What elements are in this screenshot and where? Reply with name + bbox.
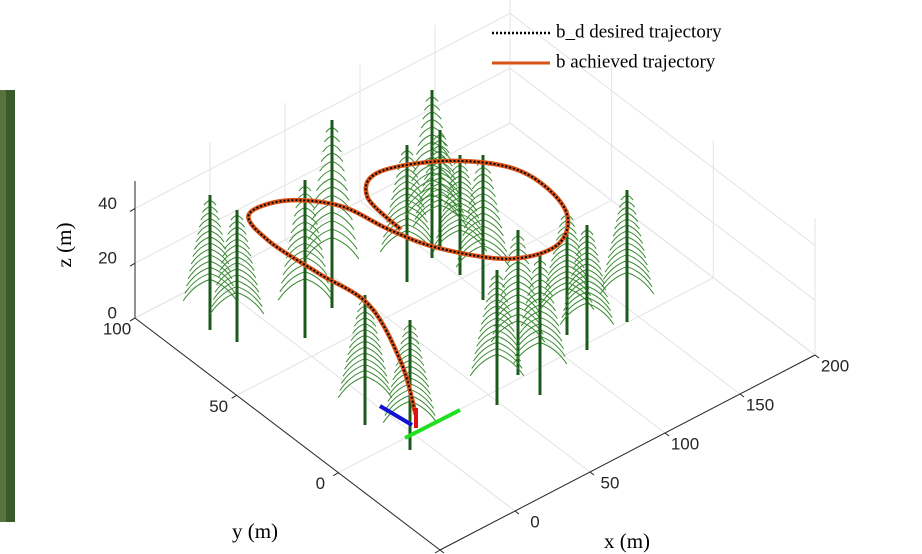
grid-line	[510, 123, 815, 355]
x-tick	[740, 394, 744, 397]
frame-axis	[405, 410, 460, 438]
y-axis-label: y (m)	[232, 519, 278, 543]
chart: x (m) y (m) z (m) b_d desired trajectory…	[0, 0, 922, 554]
legend-label: b achieved trajectory	[556, 51, 716, 72]
z-tick	[130, 263, 135, 266]
y-tick	[333, 473, 338, 476]
legend: b_d desired trajectory b achieved traject…	[492, 21, 722, 72]
x-tick	[665, 433, 669, 436]
x-axis-label: x (m)	[604, 529, 650, 553]
grid-line	[510, 13, 815, 245]
grid-line	[338, 278, 713, 473]
axis-line	[135, 318, 440, 550]
y-tick	[435, 550, 440, 553]
z-tick-label: 40	[98, 194, 117, 213]
z-axis-label: z (m)	[52, 223, 76, 268]
legend-label: b_d desired trajectory	[556, 21, 722, 42]
grid-line	[210, 279, 515, 511]
x-tick-label: 100	[671, 434, 699, 453]
x-tick-label: 200	[821, 356, 849, 375]
grid-line	[510, 68, 815, 300]
y-tick	[232, 395, 237, 398]
z-tick	[130, 208, 135, 211]
z-tick-label: 0	[108, 303, 117, 322]
y-tick-label: 50	[209, 397, 228, 416]
trees	[183, 90, 654, 450]
z-tick-label: 20	[98, 249, 117, 268]
x-tick-label: 0	[530, 512, 539, 531]
x-tick	[440, 550, 444, 553]
x-tick	[515, 511, 519, 514]
aerial-strip-detail	[0, 90, 6, 522]
body-frame	[380, 406, 460, 438]
x-tick-label: 150	[746, 395, 774, 414]
y-tick-label: 0	[316, 474, 325, 493]
x-tick	[815, 355, 819, 358]
x-tick	[590, 472, 594, 475]
x-tick-label: 50	[601, 473, 620, 492]
